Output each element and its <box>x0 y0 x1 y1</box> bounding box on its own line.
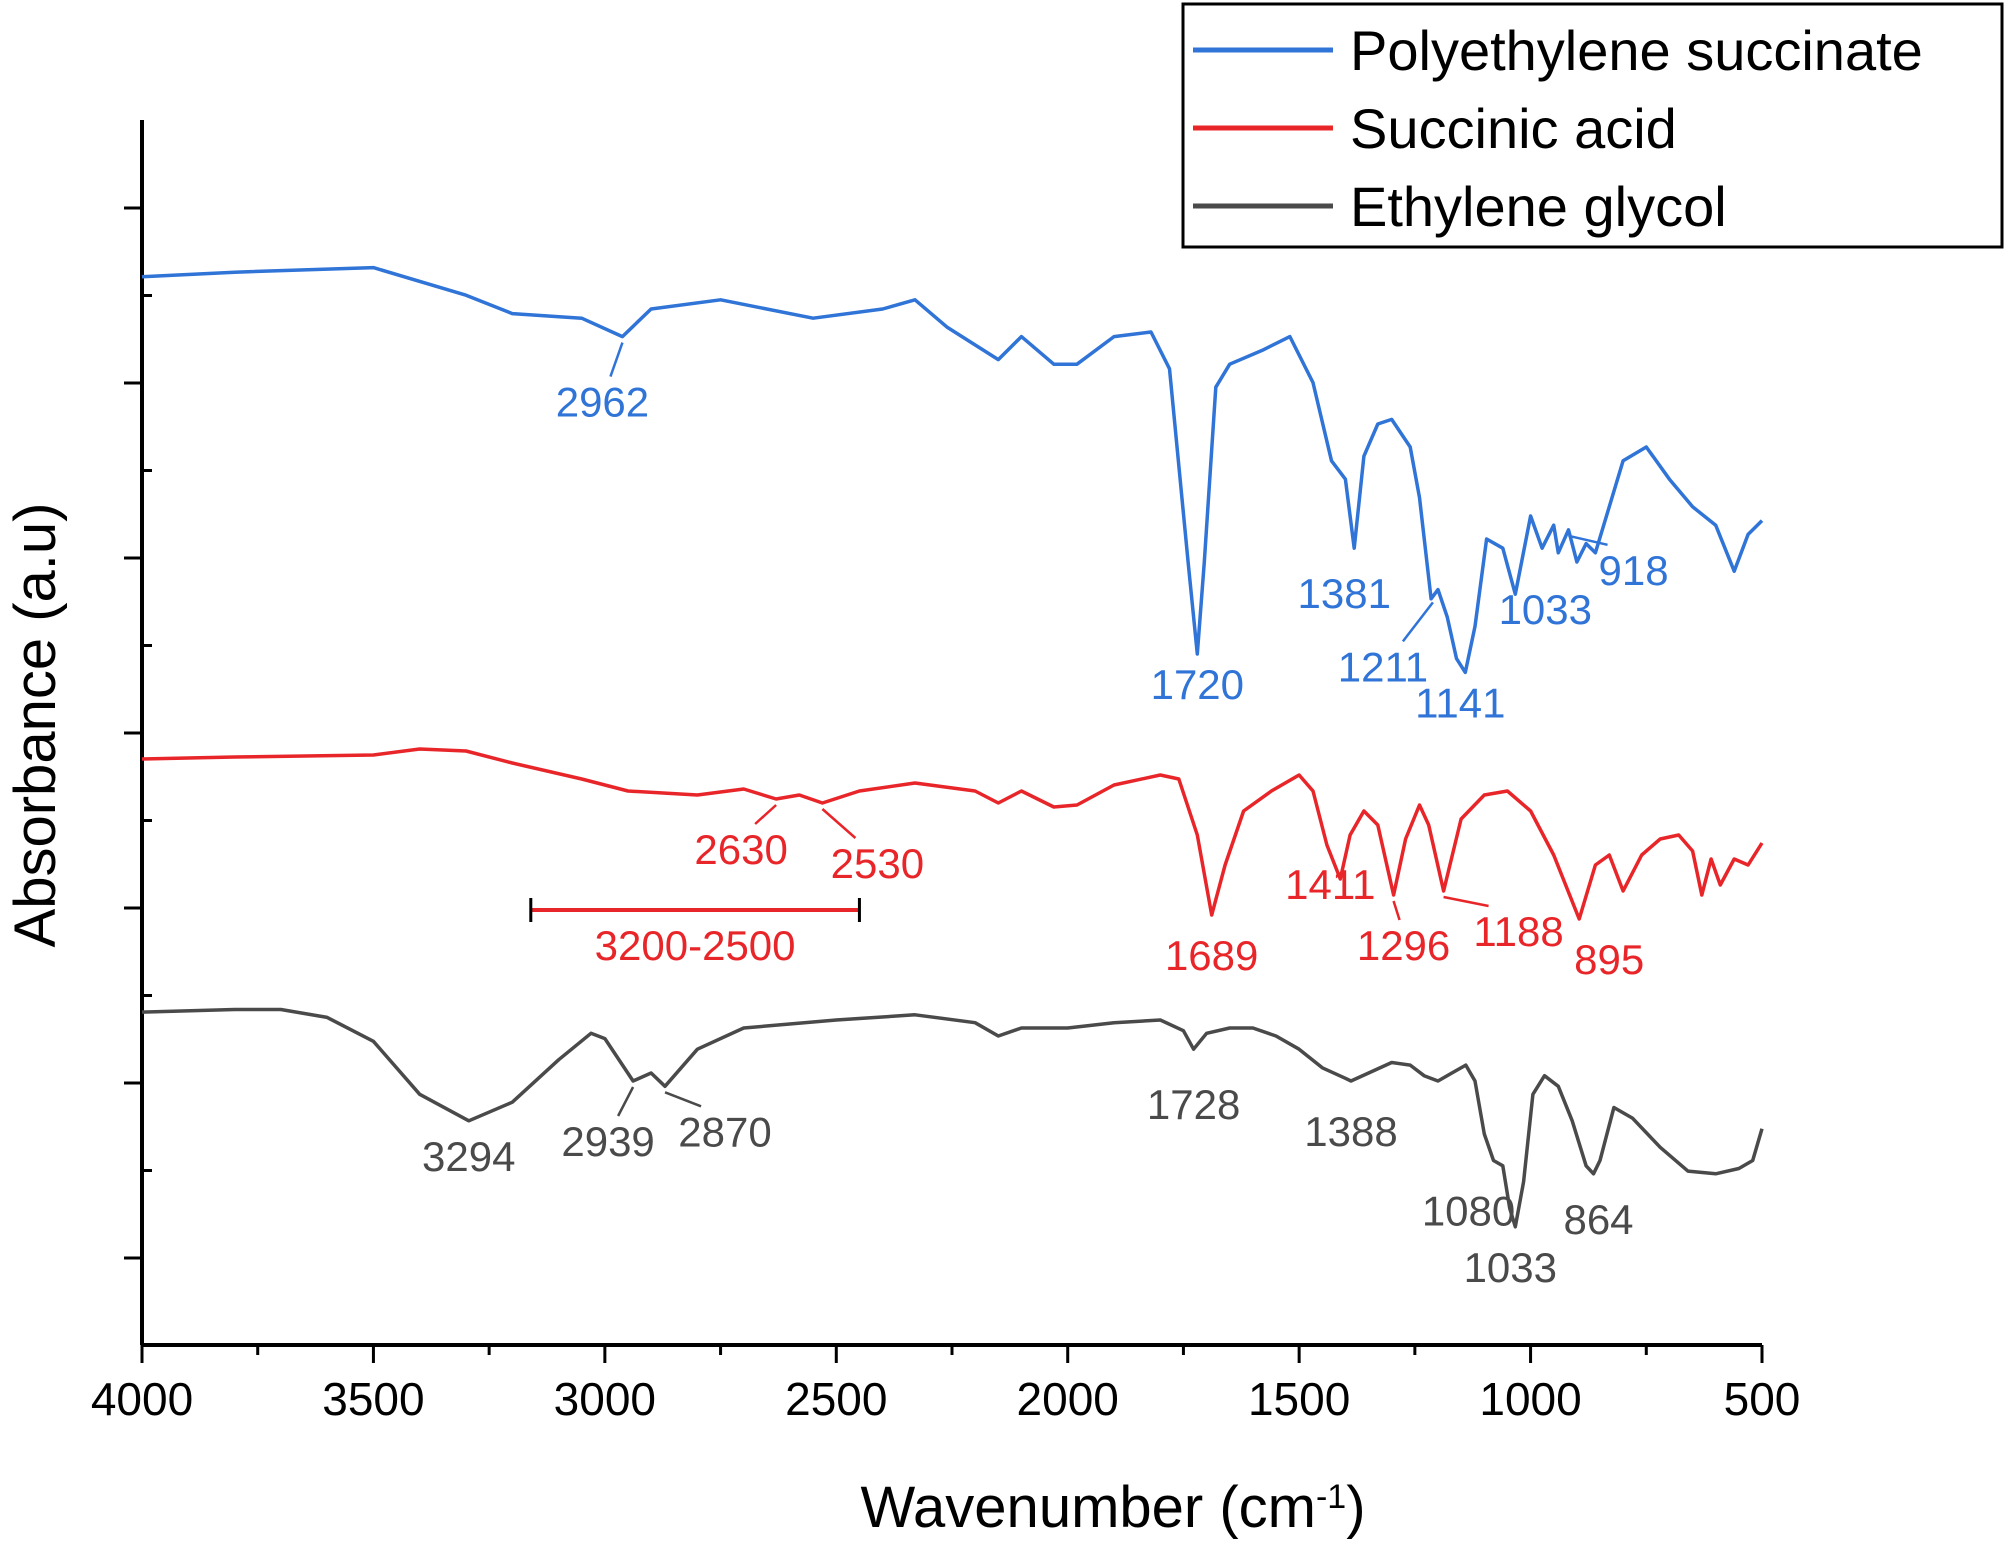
x-tick-label: 4000 <box>91 1373 193 1425</box>
peak-label: 2530 <box>831 840 924 887</box>
peak-label: 1728 <box>1147 1081 1240 1128</box>
x-axis-title: Wavenumber (cm-1) <box>860 1475 1365 1540</box>
series-line-1 <box>141 747 1764 921</box>
annotation-leader <box>1392 900 1401 921</box>
peak-label: 1033 <box>1464 1244 1557 1291</box>
x-tick-label: 2000 <box>1017 1373 1119 1425</box>
legend: Polyethylene succinate Succinic acid Ethyl… <box>1181 2 2004 249</box>
x-tick-label: 1000 <box>1479 1373 1581 1425</box>
peak-label: 1388 <box>1304 1108 1397 1155</box>
legend-label: Polyethylene succinate <box>1350 19 1923 82</box>
peak-label: 1188 <box>1473 908 1563 955</box>
peak-label: 3294 <box>422 1133 515 1180</box>
peak-label: 1141 <box>1415 679 1505 726</box>
x-tick-label: 500 <box>1724 1373 1801 1425</box>
peak-label: 918 <box>1598 547 1668 594</box>
x-tick-label: 2500 <box>785 1373 887 1425</box>
peak-label: 864 <box>1563 1196 1633 1243</box>
legend-label: Succinic acid <box>1350 97 1677 160</box>
annotation-leader <box>609 342 624 378</box>
peak-label: 1296 <box>1357 922 1450 969</box>
y-axis-title: Absorbance (a.u) <box>3 503 68 948</box>
peak-label: 2962 <box>556 379 649 426</box>
peak-label: 1411 <box>1285 861 1375 908</box>
x-axis-title-sup: -1 <box>1316 1478 1346 1516</box>
peak-label: 1720 <box>1151 661 1244 708</box>
peak-label: 895 <box>1574 936 1644 983</box>
annotation-leader <box>1568 534 1608 547</box>
peak-label: 1080 <box>1422 1188 1515 1235</box>
peak-label: 1033 <box>1499 586 1592 633</box>
annotation-leader <box>616 1086 635 1117</box>
annotation-leader <box>1401 601 1434 643</box>
annotation-leader <box>754 804 777 825</box>
x-axis-title-main: Wavenumber (cm <box>860 1475 1316 1540</box>
annotation-leader <box>664 1091 702 1108</box>
peak-label: 1689 <box>1165 932 1258 979</box>
series-line-0 <box>141 265 1764 675</box>
peak-label: 1381 <box>1298 570 1391 617</box>
series-line-2 <box>141 1007 1764 1229</box>
x-tick-label: 1500 <box>1248 1373 1350 1425</box>
range-label: 3200-2500 <box>595 922 796 969</box>
annotation-leader <box>1443 895 1489 908</box>
legend-label: Ethylene glycol <box>1350 175 1727 238</box>
x-tick-label: 3000 <box>554 1373 656 1425</box>
peak-label: 1211 <box>1338 643 1428 690</box>
series-layer <box>141 265 1764 1229</box>
x-tick-label: 3500 <box>322 1373 424 1425</box>
peak-label: 2630 <box>694 826 787 873</box>
peak-label: 2870 <box>678 1108 771 1155</box>
axes: 4000 3500 3000 2500 2000 1500 1000 500 <box>91 120 1801 1425</box>
peak-label: 2939 <box>561 1118 654 1165</box>
x-axis-title-close: ) <box>1346 1475 1365 1540</box>
annotation-leader <box>821 808 857 839</box>
